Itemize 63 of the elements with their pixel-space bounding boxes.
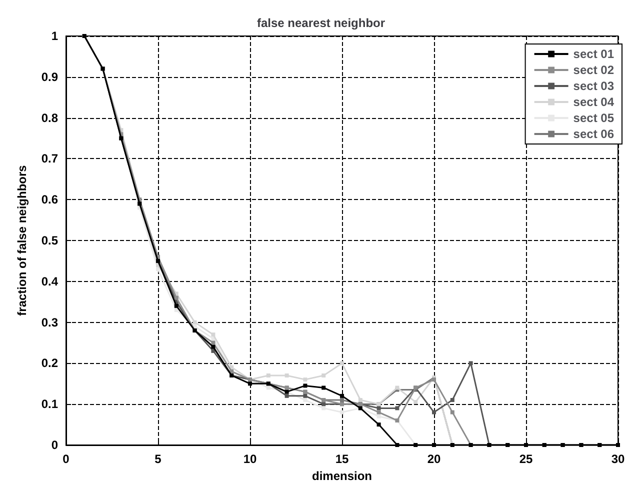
point	[284, 394, 289, 398]
x-tick-label: 25	[519, 452, 533, 466]
point	[266, 386, 270, 390]
y-tick-label: 0.2	[41, 356, 58, 370]
y-tick-label: 0.8	[41, 110, 58, 125]
point	[303, 394, 308, 398]
y-tick-label: 0.6	[41, 192, 58, 207]
point	[322, 402, 326, 406]
point	[376, 410, 381, 414]
y-tick-label: 1	[51, 29, 58, 43]
point	[340, 361, 344, 366]
x-tick-label: 5	[154, 452, 162, 466]
point	[211, 348, 216, 353]
point	[450, 398, 454, 402]
point	[303, 378, 308, 382]
legend-label: sect 06	[573, 127, 614, 141]
y-tick-label: 0.9	[41, 70, 58, 84]
chart-title: false nearest neighbor	[256, 16, 386, 30]
legend-label: sect 05	[573, 111, 614, 125]
point	[248, 382, 252, 386]
point	[376, 422, 381, 427]
point	[340, 410, 344, 414]
point	[432, 410, 436, 414]
point	[340, 398, 344, 402]
y-tick-label: 0.3	[41, 315, 58, 330]
x-tick-label: 15	[335, 452, 349, 466]
point	[211, 332, 216, 337]
point	[395, 443, 400, 447]
point	[358, 398, 362, 402]
point	[211, 340, 216, 345]
point	[322, 386, 326, 390]
y-tick-label: 0	[51, 438, 58, 452]
y-tick-label: 0.4	[41, 274, 58, 288]
y-tick-label: 0.1	[41, 397, 58, 412]
point	[322, 373, 326, 378]
point	[450, 410, 454, 414]
point	[174, 308, 178, 312]
point	[174, 304, 178, 308]
y-tick-label: 0.5	[41, 234, 58, 248]
point	[376, 414, 381, 418]
y-axis-title: fraction of false neighbors	[15, 164, 29, 316]
x-tick-label: 20	[427, 452, 441, 466]
point	[303, 384, 308, 388]
point	[414, 400, 418, 404]
x-tick-label: 30	[611, 452, 625, 466]
legend-label: sect 03	[573, 79, 614, 93]
point	[174, 296, 178, 300]
x-tick-label: 0	[62, 452, 70, 466]
point	[468, 361, 473, 366]
legend-label: sect 01	[573, 47, 614, 61]
legend-label: sect 02	[573, 63, 614, 77]
point	[340, 394, 344, 398]
point	[376, 406, 381, 410]
point	[303, 398, 308, 402]
point	[395, 406, 400, 410]
point	[322, 406, 326, 410]
legend-label: sect 04	[573, 95, 614, 109]
x-tick-label: 10	[243, 452, 257, 466]
point	[284, 373, 289, 378]
x-axis-title: dimension	[312, 468, 372, 483]
point	[266, 373, 270, 378]
y-tick-label: 0.7	[41, 152, 58, 166]
point	[192, 320, 197, 324]
